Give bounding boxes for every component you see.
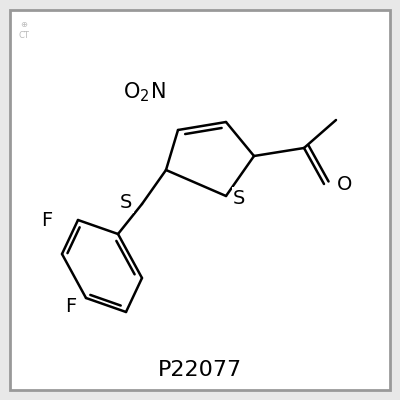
Text: F: F — [41, 210, 52, 230]
Text: ⊕
CT: ⊕ CT — [18, 20, 30, 40]
Text: $\mathregular{N}$: $\mathregular{N}$ — [150, 82, 166, 102]
Text: $\mathregular{O_2}$: $\mathregular{O_2}$ — [124, 80, 150, 104]
Text: S: S — [233, 188, 246, 208]
Text: P22077: P22077 — [158, 360, 242, 380]
Text: S: S — [120, 192, 132, 212]
FancyBboxPatch shape — [10, 10, 390, 390]
Text: O: O — [337, 174, 352, 194]
Text: F: F — [65, 296, 76, 316]
